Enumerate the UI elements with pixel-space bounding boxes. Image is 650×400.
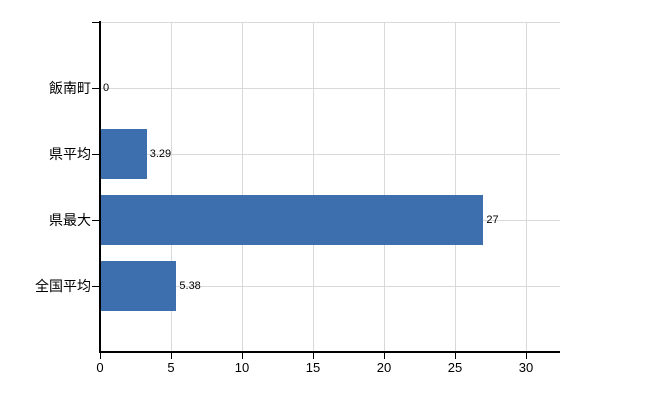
x-tick-label: 15 [305, 360, 321, 375]
category-label: 飯南町 [49, 80, 91, 96]
bar [100, 261, 177, 311]
category-label: 全国平均 [35, 278, 91, 294]
y-axis-tick [92, 21, 100, 23]
vertical-gridline [383, 22, 385, 352]
y-axis-tick [92, 153, 100, 155]
x-tick-label: 0 [96, 360, 104, 375]
vertical-gridline [312, 22, 314, 352]
bar [100, 129, 147, 179]
bar-value-label: 5.38 [179, 279, 201, 292]
bar-value-label: 0 [103, 81, 110, 94]
vertical-gridline [241, 22, 243, 352]
x-axis-tick [383, 353, 385, 359]
x-tick-label: 25 [447, 360, 463, 375]
x-axis-tick [170, 353, 172, 359]
x-tick-label: 10 [234, 360, 250, 375]
bar [100, 195, 484, 245]
x-tick-label: 5 [167, 360, 175, 375]
x-axis-tick [99, 353, 101, 359]
horizontal-gridline [100, 285, 560, 287]
x-axis-tick [525, 353, 527, 359]
y-axis-line [99, 21, 101, 353]
horizontal-gridline [100, 153, 560, 155]
x-axis-tick [454, 353, 456, 359]
vertical-gridline [454, 22, 456, 352]
x-axis-line [99, 351, 560, 353]
x-tick-label: 20 [376, 360, 392, 375]
x-axis-tick [312, 353, 314, 359]
x-axis-tick [241, 353, 243, 359]
category-label: 県平均 [49, 146, 91, 162]
y-axis-tick [92, 219, 100, 221]
y-axis-tick [92, 87, 100, 89]
x-tick-label: 30 [518, 360, 534, 375]
bar-value-label: 3.29 [149, 147, 172, 160]
category-label: 県最大 [49, 212, 91, 228]
vertical-gridline [170, 22, 172, 352]
vertical-gridline [525, 22, 527, 352]
y-axis-tick [92, 285, 100, 287]
bar-value-label: 27 [486, 213, 499, 226]
horizontal-gridline [100, 87, 560, 89]
horizontal-gridline [100, 21, 560, 23]
